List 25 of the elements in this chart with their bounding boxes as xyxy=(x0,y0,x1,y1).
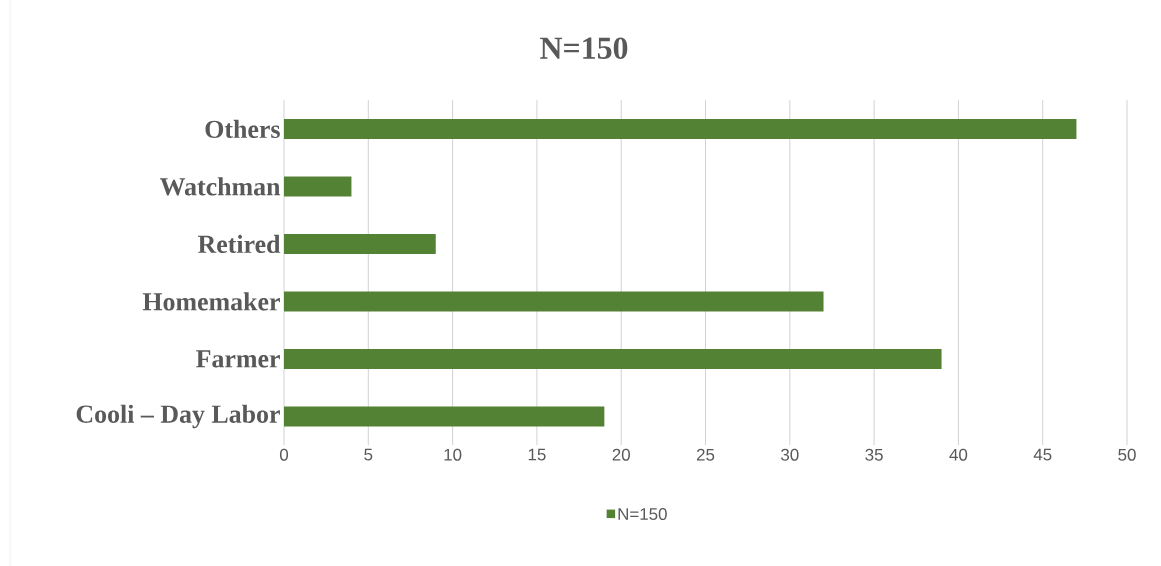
y-tick-label: Others xyxy=(205,119,280,138)
y-tick-label: Farmer xyxy=(196,350,280,368)
chart-title: N=150 xyxy=(540,37,628,59)
legend-label: N=150 xyxy=(618,507,667,520)
y-tick-label: Homemaker xyxy=(142,292,280,311)
x-tick-label: 40 xyxy=(949,448,968,461)
x-tick-label: 45 xyxy=(1033,448,1052,461)
x-tick-label: 35 xyxy=(865,448,883,461)
y-tick-label: Retired xyxy=(197,234,281,253)
x-tick-label: 30 xyxy=(781,448,799,461)
bar xyxy=(284,348,942,369)
y-tick-label: Watchman xyxy=(159,177,281,196)
x-tick-label: 0 xyxy=(279,448,289,461)
bar xyxy=(284,176,352,197)
x-tick-label: 15 xyxy=(528,448,546,461)
x-tick-label: 50 xyxy=(1118,448,1136,461)
bar xyxy=(284,406,605,427)
bar xyxy=(284,291,824,312)
bar xyxy=(284,118,1077,139)
x-tick-label: 5 xyxy=(364,448,373,461)
x-tick-label: 10 xyxy=(444,448,462,461)
x-tick-label: 25 xyxy=(696,448,715,461)
bar xyxy=(284,233,436,254)
x-tick-label: 20 xyxy=(612,448,630,461)
y-tick-label: Cooli – Day Labor xyxy=(76,404,280,429)
